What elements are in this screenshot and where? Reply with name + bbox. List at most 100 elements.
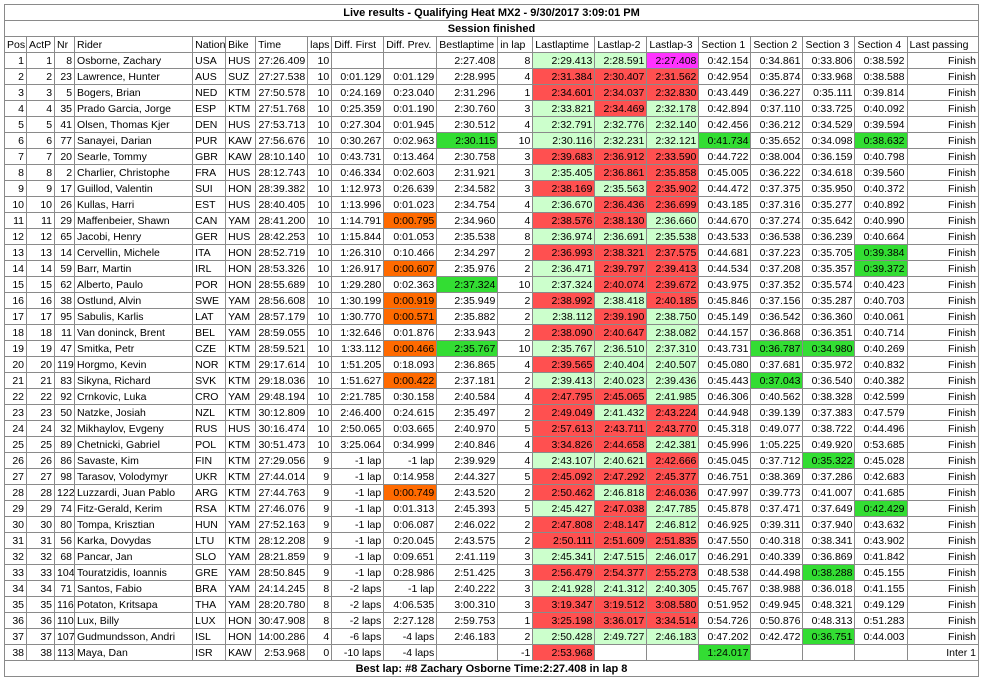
result-row: 30 30 80 Tompa, Krisztian HUN YAM 27:52.163 9 -1… bbox=[3, 516, 980, 533]
cell: 7 bbox=[3, 148, 28, 165]
cell: 0:35.950 bbox=[802, 180, 856, 197]
result-row: 27 27 98 Tarasov, Volodymyr UKR KTM 27:44.014 9… bbox=[3, 468, 980, 485]
cell: 0:01.129 bbox=[331, 68, 385, 85]
cell: 4 bbox=[497, 196, 534, 213]
cell: 28:57.179 bbox=[255, 308, 309, 325]
cell: 0:26.639 bbox=[383, 180, 438, 197]
cell: -1 lap bbox=[331, 548, 385, 565]
cell: HUS bbox=[225, 116, 257, 133]
cell: 28:12.743 bbox=[255, 164, 309, 181]
cell: 0:00.919 bbox=[383, 292, 438, 309]
cell: 0:47.202 bbox=[698, 628, 752, 645]
cell: 0:38.722 bbox=[802, 420, 856, 437]
cell: 4 bbox=[497, 116, 534, 133]
cell: 0:37.940 bbox=[802, 516, 856, 533]
cell: 2:28.591 bbox=[594, 52, 648, 69]
results-table: Live results - Qualifying Heat MX2 - 9/3… bbox=[3, 4, 980, 677]
cell: 0:40.798 bbox=[854, 148, 908, 165]
cell: Finish bbox=[906, 500, 980, 517]
cell: -2 laps bbox=[331, 580, 385, 597]
cell: 0:40.318 bbox=[750, 532, 804, 549]
result-row: 8 8 2 Charlier, Christophe FRA HUS 28:12.743 10… bbox=[3, 164, 980, 181]
cell: 8 bbox=[54, 52, 76, 69]
cell: BRA bbox=[192, 580, 227, 597]
cell: Smitka, Petr bbox=[74, 340, 194, 357]
cell: 27:56.676 bbox=[255, 132, 309, 149]
cell: 2:32.791 bbox=[532, 116, 596, 133]
cell: 0:36.868 bbox=[750, 324, 804, 341]
cell: 0:39.594 bbox=[854, 116, 908, 133]
cell: 3 bbox=[497, 580, 534, 597]
cell: 23 bbox=[26, 404, 56, 421]
cell: 5 bbox=[3, 116, 28, 133]
cell: 1:26.917 bbox=[331, 260, 385, 277]
cell: 0:40.703 bbox=[854, 292, 908, 309]
result-row: 7 7 20 Searle, Tommy GBR KAW 28:10.140 10 0:43.7… bbox=[3, 148, 980, 165]
cell: 4 bbox=[497, 212, 534, 229]
cell: 1 bbox=[26, 52, 56, 69]
cell: 4 bbox=[26, 100, 56, 117]
cell: 86 bbox=[54, 452, 76, 469]
cell: 2:43.770 bbox=[646, 420, 700, 437]
cell: 9 bbox=[307, 452, 333, 469]
cell: POR bbox=[192, 276, 227, 293]
cell: 0:00.607 bbox=[383, 260, 438, 277]
cell: 28 bbox=[26, 484, 56, 501]
cell: 2:39.436 bbox=[646, 372, 700, 389]
cell: 2:27.408 bbox=[646, 52, 700, 69]
cell: Finish bbox=[906, 436, 980, 453]
cell: 2:35.949 bbox=[436, 292, 499, 309]
result-row: 4 4 35 Prado Garcia, Jorge ESP KTM 27:51.768 10… bbox=[3, 100, 980, 117]
cell: Chetnicki, Gabriel bbox=[74, 436, 194, 453]
cell: 0:38.588 bbox=[854, 68, 908, 85]
cell: YAM bbox=[225, 292, 257, 309]
cell: 2:37.324 bbox=[532, 276, 596, 293]
cell: 56 bbox=[54, 532, 76, 549]
result-row: 26 26 86 Savaste, Kim FIN KTM 27:29.056 9 -1 lap… bbox=[3, 452, 980, 469]
cell: HON bbox=[225, 628, 257, 645]
cell: 2:35.858 bbox=[646, 164, 700, 181]
cell: 4 bbox=[307, 628, 333, 645]
cell: 16 bbox=[3, 292, 28, 309]
cell: KAW bbox=[225, 148, 257, 165]
cell: 12 bbox=[26, 228, 56, 245]
cell: 2:36.510 bbox=[594, 340, 648, 357]
cell: THA bbox=[192, 596, 227, 613]
cell: 28:59.055 bbox=[255, 324, 309, 341]
cell: SLO bbox=[192, 548, 227, 565]
cell: 2:34.960 bbox=[436, 212, 499, 229]
column-header: Bike bbox=[225, 36, 257, 53]
cell: 0:00.466 bbox=[383, 340, 438, 357]
cell: ISL bbox=[192, 628, 227, 645]
cell: Crnkovic, Luka bbox=[74, 388, 194, 405]
cell: 2:36.974 bbox=[532, 228, 596, 245]
cell: HON bbox=[225, 244, 257, 261]
cell: 1:05.225 bbox=[750, 436, 804, 453]
cell: 77 bbox=[54, 132, 76, 149]
cell: 34 bbox=[26, 580, 56, 597]
cell: 0:37.471 bbox=[750, 500, 804, 517]
cell: 0:34.980 bbox=[802, 340, 856, 357]
cell: 3 bbox=[26, 84, 56, 101]
cell: Finish bbox=[906, 228, 980, 245]
cell: 10 bbox=[497, 132, 534, 149]
cell: 4 bbox=[3, 100, 28, 117]
cell: 104 bbox=[54, 564, 76, 581]
cell: 6 bbox=[26, 132, 56, 149]
cell: 2:40.621 bbox=[594, 452, 648, 469]
column-header: ActP bbox=[26, 36, 56, 53]
cell: 2:38.090 bbox=[532, 324, 596, 341]
cell: 0:24.615 bbox=[383, 404, 438, 421]
cell: 3:19.347 bbox=[532, 596, 596, 613]
cell: 10 bbox=[307, 372, 333, 389]
cell: 2:47.038 bbox=[594, 500, 648, 517]
cell: FRA bbox=[192, 164, 227, 181]
cell: 2:46.017 bbox=[646, 548, 700, 565]
cell: 2:31.562 bbox=[646, 68, 700, 85]
cell: Finish bbox=[906, 596, 980, 613]
cell: 2:35.497 bbox=[436, 404, 499, 421]
cell: 2:30.115 bbox=[436, 132, 499, 149]
column-header: Diff. First bbox=[331, 36, 385, 53]
cell: 35 bbox=[3, 596, 28, 613]
cell: 10 bbox=[307, 84, 333, 101]
